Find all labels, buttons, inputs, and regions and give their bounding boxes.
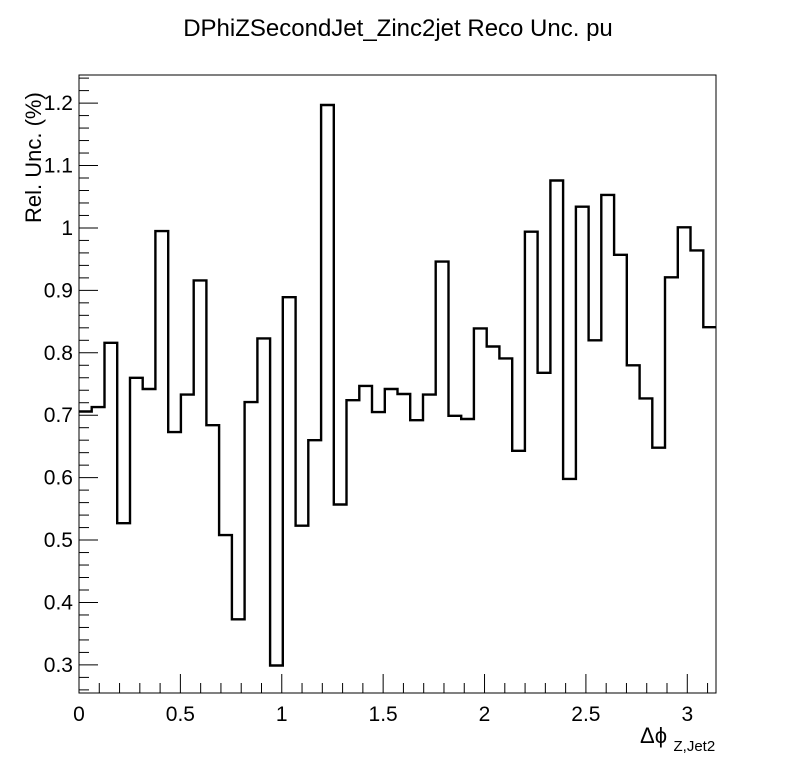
y-tick-label: 1.1	[44, 155, 73, 178]
tick-labels: 0.3 0.4 0.5 0.6 0.7 0.8 0.9 1 1.1 1.2 0 0.5 1 1.5 2 2.5…	[44, 92, 693, 726]
y-tick-label: 0.4	[44, 591, 74, 614]
x-tick-label: 0.5	[166, 703, 195, 726]
x-axis-label: Δϕ Z,Jet2	[640, 723, 715, 755]
x-tick-label: 0	[73, 703, 85, 726]
x-tick-label: 3	[681, 703, 693, 726]
y-tick-label: 0.8	[44, 342, 73, 365]
y-tick-label: 0.6	[44, 467, 73, 490]
plot-frame	[79, 75, 716, 693]
y-tick-label: 0.5	[44, 529, 73, 552]
chart-title: DPhiZSecondJet_Zinc2jet Reco Unc. pu	[183, 15, 613, 42]
y-tick-label: 0.9	[44, 279, 73, 302]
x-tick-label: 2	[479, 703, 491, 726]
y-tick-label: 0.3	[44, 654, 73, 677]
x-tick-label: 1	[276, 703, 288, 726]
x-axis-label-subscript: Z,Jet2	[673, 738, 715, 755]
x-tick-label: 2.5	[571, 703, 600, 726]
histogram-step-line	[79, 105, 716, 666]
x-tick-label: 1.5	[369, 703, 398, 726]
y-tick-label: 1	[61, 217, 73, 240]
y-axis-label: Rel. Unc. (%)	[21, 92, 46, 223]
y-tick-label: 1.2	[44, 92, 73, 115]
y-tick-label: 0.7	[44, 404, 73, 427]
axis-ticks	[79, 78, 708, 693]
x-axis-label-main: Δϕ	[640, 723, 667, 748]
